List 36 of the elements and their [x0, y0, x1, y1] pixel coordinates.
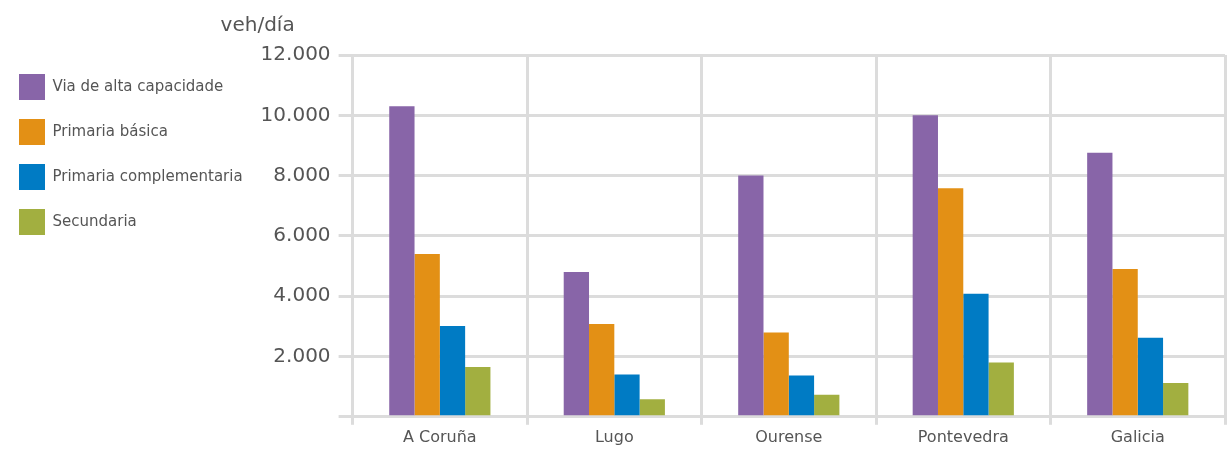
bar [563, 272, 590, 416]
bar [614, 374, 640, 416]
bar [814, 394, 840, 416]
y-tick-label: 4.000 [273, 282, 331, 307]
bar [763, 332, 789, 416]
bar [1087, 152, 1113, 416]
bar [1137, 337, 1164, 416]
bar [912, 115, 938, 416]
y-tick-label: 12.000 [260, 41, 331, 66]
x-tick-label: A Coruña [403, 426, 477, 446]
y-axis-title: veh/día [220, 12, 295, 37]
legend-label: Via de alta capacidade [52, 76, 224, 95]
y-tick-label: 6.000 [273, 222, 331, 247]
bar [1112, 269, 1138, 416]
y-tick-label: 10.000 [260, 101, 331, 126]
y-tick-label: 2.000 [273, 342, 331, 367]
x-tick-label: Galicia [1110, 426, 1165, 446]
bar [389, 106, 415, 416]
x-tick-label: Lugo [594, 426, 634, 446]
bar [1163, 383, 1189, 416]
legend-label: Secundaria [52, 211, 137, 230]
bar [414, 253, 440, 416]
bar [937, 188, 964, 416]
bar [439, 326, 466, 416]
bar [988, 362, 1014, 416]
bar [639, 399, 665, 416]
bar [465, 367, 491, 416]
bar [963, 293, 989, 416]
y-tick-label: 8.000 [273, 161, 331, 186]
legend-label: Primaria complementaria [52, 166, 243, 185]
x-tick-label: Pontevedra [917, 426, 1009, 446]
legend-label: Primaria básica [52, 121, 168, 140]
bar [589, 323, 615, 416]
bar [788, 375, 815, 416]
x-tick-label: Ourense [755, 426, 823, 446]
bar [738, 175, 764, 416]
